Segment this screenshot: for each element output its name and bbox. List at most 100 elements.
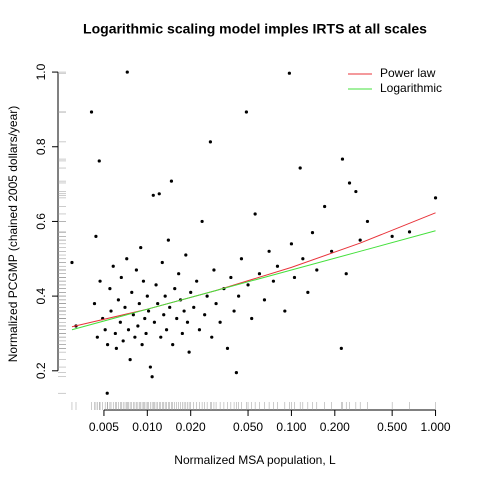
point [125, 257, 129, 261]
point [133, 335, 137, 339]
point [184, 253, 188, 257]
point [137, 301, 141, 306]
point [187, 350, 191, 354]
point [239, 257, 244, 261]
point [218, 320, 222, 324]
point [246, 283, 250, 287]
point [168, 305, 172, 309]
point [200, 219, 204, 224]
point [151, 193, 155, 197]
point [323, 204, 327, 209]
point [143, 316, 147, 321]
x-tick-label: 0.200 [320, 420, 350, 434]
point [154, 283, 158, 287]
point [146, 309, 151, 313]
point [232, 309, 236, 313]
point [267, 249, 271, 253]
point [340, 157, 345, 161]
point [271, 279, 276, 283]
point [162, 313, 166, 317]
point [180, 331, 184, 336]
fit-line [71, 230, 436, 331]
point [136, 324, 140, 328]
chart-title: Logarithmic scaling model imples IRTS at… [83, 21, 427, 37]
point [113, 331, 117, 336]
x-tick-label: 0.005 [89, 420, 119, 434]
point [192, 305, 196, 309]
point [97, 159, 101, 163]
point [175, 316, 179, 321]
point [169, 179, 174, 183]
point [173, 287, 177, 291]
point [103, 328, 107, 332]
point [225, 346, 230, 350]
point [177, 272, 181, 276]
point [203, 313, 207, 317]
point [126, 328, 131, 332]
point [111, 264, 115, 268]
point [145, 294, 149, 298]
point [189, 290, 193, 294]
x-tick-label: 1.000 [421, 420, 451, 434]
point [354, 189, 358, 194]
point [128, 357, 132, 362]
point [208, 140, 213, 144]
point [339, 346, 343, 350]
point [164, 328, 169, 332]
y-axis-label: Normalized PCGMP (chained 2005 dollars/y… [6, 106, 20, 363]
point [160, 260, 164, 265]
point [214, 301, 218, 306]
point [108, 287, 112, 291]
point [358, 238, 362, 242]
point [344, 272, 348, 276]
point [131, 313, 135, 317]
point [116, 298, 121, 302]
point [114, 346, 118, 350]
fit-line [71, 212, 436, 328]
legend-label: Logarithmic [380, 81, 442, 95]
legend-label: Power law [380, 66, 436, 80]
x-tick-label: 0.100 [276, 420, 306, 434]
point [121, 339, 125, 343]
y-tick-label: 0.2 [34, 362, 48, 379]
point [262, 298, 267, 302]
point [244, 110, 248, 114]
y-tick-label: 1.0 [34, 63, 48, 80]
x-tick-label: 0.050 [233, 420, 263, 434]
point [237, 294, 241, 298]
point [347, 181, 352, 185]
x-tick-label: 0.020 [176, 420, 206, 434]
point [229, 275, 233, 280]
point [433, 196, 438, 200]
point [119, 275, 123, 280]
x-axis-label: Normalized MSA population, L [174, 453, 336, 467]
point [292, 275, 297, 280]
point [171, 343, 175, 347]
point [407, 230, 412, 234]
point [315, 268, 319, 272]
point [92, 301, 97, 306]
point [157, 192, 161, 196]
point [123, 305, 127, 309]
point [152, 320, 157, 324]
x-tick-label: 0.500 [377, 420, 407, 434]
point [118, 320, 122, 324]
y-tick-label: 0.4 [34, 287, 48, 304]
point [156, 301, 160, 306]
point [144, 331, 148, 336]
point [365, 219, 370, 224]
point [329, 249, 334, 253]
point [195, 279, 199, 283]
point [105, 391, 109, 395]
point [301, 257, 305, 261]
point [289, 242, 294, 246]
point [166, 238, 170, 242]
point [105, 343, 110, 347]
point [275, 264, 280, 268]
point [253, 212, 257, 216]
point [130, 290, 134, 294]
point [197, 328, 202, 332]
point [134, 268, 139, 272]
point [95, 335, 99, 339]
